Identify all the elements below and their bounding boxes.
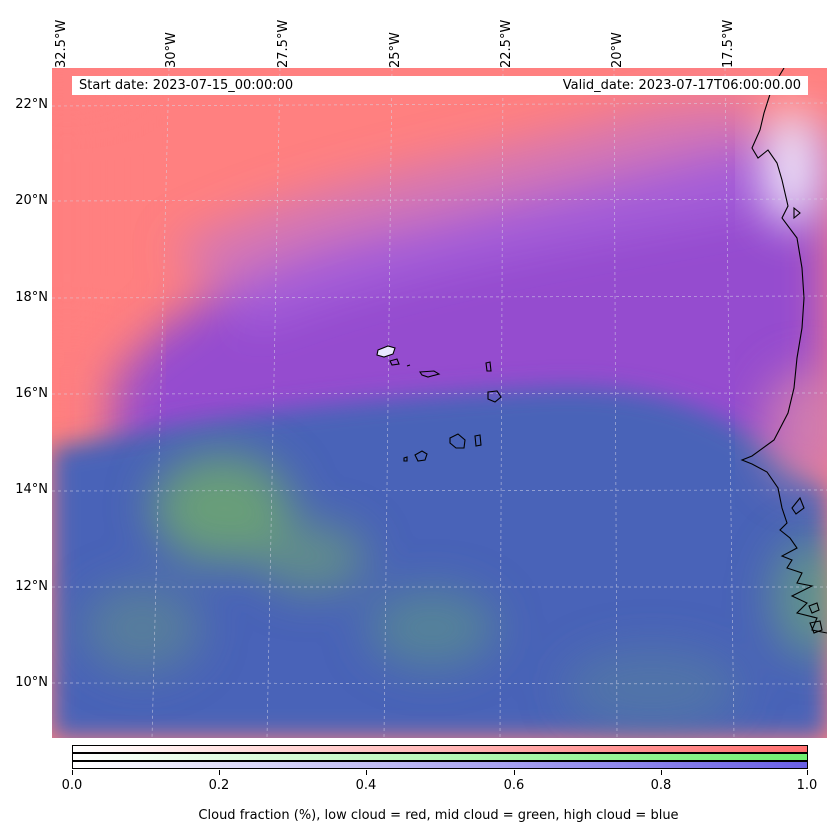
lon-label-25w: 25°W bbox=[388, 32, 403, 68]
valid-date-label: Valid_date: 2023-07-17T06:00:00.00 bbox=[562, 78, 801, 93]
lon-label-32-5w: 32.5°W bbox=[54, 19, 69, 68]
lat-label-20n: 20°N bbox=[15, 193, 48, 208]
colorbar-ticklabel-1: 0.2 bbox=[208, 778, 230, 793]
high-cloud-band bbox=[112, 98, 827, 468]
colorbar-mid-cloud bbox=[72, 753, 808, 761]
colorbar-tick-0 bbox=[72, 770, 73, 775]
colorbar-ticklabel-2: 0.4 bbox=[355, 778, 377, 793]
lat-label-10n: 10°N bbox=[15, 675, 48, 690]
lon-label-27-5w: 27.5°W bbox=[276, 19, 291, 68]
colorbar-ticklabel-5: 1.0 bbox=[796, 778, 818, 793]
africa-coastline bbox=[740, 68, 827, 634]
lon-label-22-5w: 22.5°W bbox=[499, 19, 514, 68]
date-banner bbox=[72, 76, 808, 95]
cloud-fraction-map bbox=[52, 68, 827, 738]
lat-label-12n: 12°N bbox=[15, 579, 48, 594]
colorbar-title: Cloud fraction (%), low cloud = red, mid… bbox=[198, 808, 679, 823]
mid-cloud-patches bbox=[82, 453, 827, 728]
colorbar-low-cloud bbox=[72, 745, 808, 753]
colorbar-tick-2 bbox=[366, 770, 367, 775]
colorbar-tick-3 bbox=[514, 770, 515, 775]
colorbar-high-cloud bbox=[72, 761, 808, 769]
colorbar-ticklabel-3: 0.6 bbox=[503, 778, 525, 793]
lat-label-18n: 18°N bbox=[15, 290, 48, 305]
lat-label-22n: 22°N bbox=[15, 97, 48, 112]
coastal-low-cloud bbox=[762, 108, 827, 488]
colorbar-ticklabel-4: 0.8 bbox=[650, 778, 672, 793]
lon-label-17-5w: 17.5°W bbox=[721, 19, 736, 68]
lat-label-14n: 14°N bbox=[15, 482, 48, 497]
left-edge-low-cloud bbox=[52, 68, 122, 368]
start-date-label: Start date: 2023-07-15_00:00:00 bbox=[79, 78, 294, 93]
colorbar-tick-5 bbox=[807, 770, 808, 775]
lon-label-20w: 20°W bbox=[610, 32, 625, 68]
colorbar-tick-1 bbox=[219, 770, 220, 775]
lat-label-16n: 16°N bbox=[15, 386, 48, 401]
gridlines bbox=[52, 68, 827, 738]
colorbar-tick-4 bbox=[661, 770, 662, 775]
cape-verde-islands bbox=[376, 345, 502, 462]
lon-label-30w: 30°W bbox=[164, 32, 179, 68]
colorbar-ticklabel-0: 0.0 bbox=[61, 778, 83, 793]
